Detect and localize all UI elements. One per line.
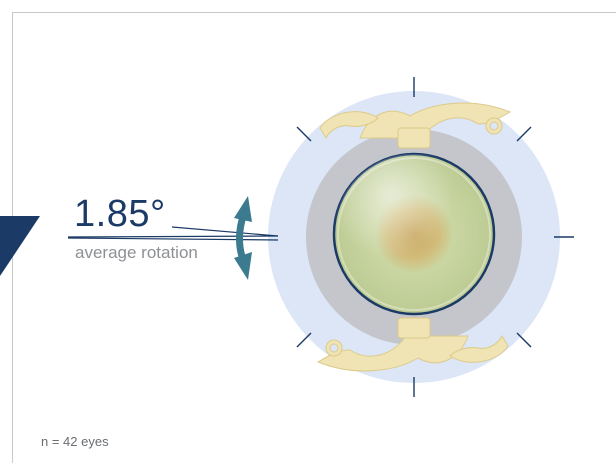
haptic-top bbox=[319, 102, 512, 149]
rotation-arrow-icon bbox=[234, 196, 252, 280]
haptic-bottom bbox=[316, 317, 509, 372]
average-rotation-value: 1.85° bbox=[74, 193, 166, 235]
sample-size-note: n = 42 eyes bbox=[41, 434, 109, 449]
reference-ticks bbox=[296, 77, 574, 397]
average-rotation-label: average rotation bbox=[75, 243, 198, 262]
corner-wedge bbox=[0, 216, 40, 276]
